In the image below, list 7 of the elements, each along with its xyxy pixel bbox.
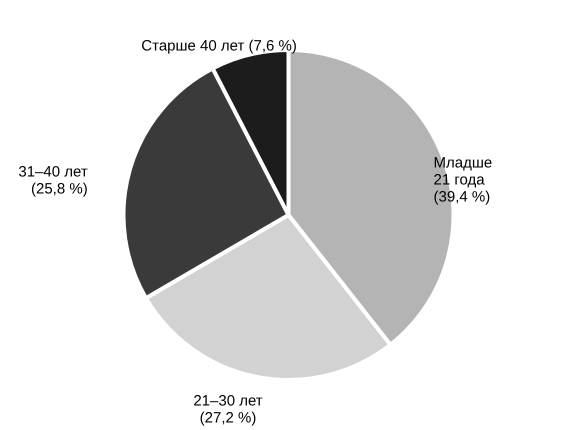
- slice-label: 31–40 лет: [18, 163, 88, 180]
- slice-label: Младше 21 года: [434, 154, 492, 189]
- data-label: (25,8 %): [31, 180, 88, 198]
- slice-label: Старше 40 лет (7,6 %): [141, 38, 297, 55]
- data-label: (39,4 %): [434, 188, 490, 206]
- data-label: (27,2 %): [200, 409, 256, 426]
- slice-label: 21–30 лет: [193, 392, 263, 410]
